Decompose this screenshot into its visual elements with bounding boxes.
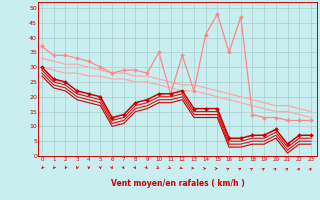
X-axis label: Vent moyen/en rafales ( km/h ): Vent moyen/en rafales ( km/h ): [111, 179, 244, 188]
